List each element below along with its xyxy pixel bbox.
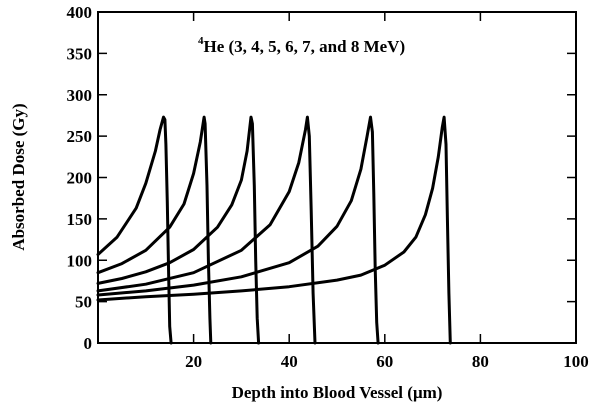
y-tick-label: 50 xyxy=(75,293,92,312)
annotation-text: He (3, 4, 5, 6, 7, and 8 MeV) xyxy=(204,37,406,56)
dose-curve-3 xyxy=(96,115,261,345)
annotation-superscript: 4 xyxy=(198,35,204,47)
x-tick-label: 60 xyxy=(376,352,393,371)
dose-curve-1 xyxy=(96,115,173,345)
dose-curve-5 xyxy=(96,115,380,345)
y-tick-label: 200 xyxy=(67,169,93,188)
axis-ticks: 0 50 100 150 200 250 300 350 400 20 40 60 80 100 xyxy=(67,3,589,371)
y-tick-label: 0 xyxy=(84,334,93,353)
y-tick-label: 400 xyxy=(67,3,93,22)
x-tick-label: 20 xyxy=(185,352,202,371)
x-tick-label: 80 xyxy=(472,352,489,371)
x-axis-title: Depth into Blood Vessel (μm) xyxy=(232,383,443,402)
y-axis-title: Absorbed Dose (Gy) xyxy=(9,103,28,250)
x-tick-label: 40 xyxy=(281,352,298,371)
y-tick-label: 150 xyxy=(67,210,93,229)
chart-annotation: 4He (3, 4, 5, 6, 7, and 8 MeV) xyxy=(198,35,405,56)
y-tick-label: 350 xyxy=(67,44,93,63)
dose-curve-6 xyxy=(96,115,452,345)
dose-curves xyxy=(96,115,452,345)
x-tick-label: 100 xyxy=(563,352,589,371)
dose-curve-4 xyxy=(96,115,317,345)
y-tick-label: 250 xyxy=(67,127,93,146)
y-tick-label: 300 xyxy=(67,86,93,105)
dose-curve-2 xyxy=(96,115,213,345)
y-tick-label: 100 xyxy=(67,251,93,270)
